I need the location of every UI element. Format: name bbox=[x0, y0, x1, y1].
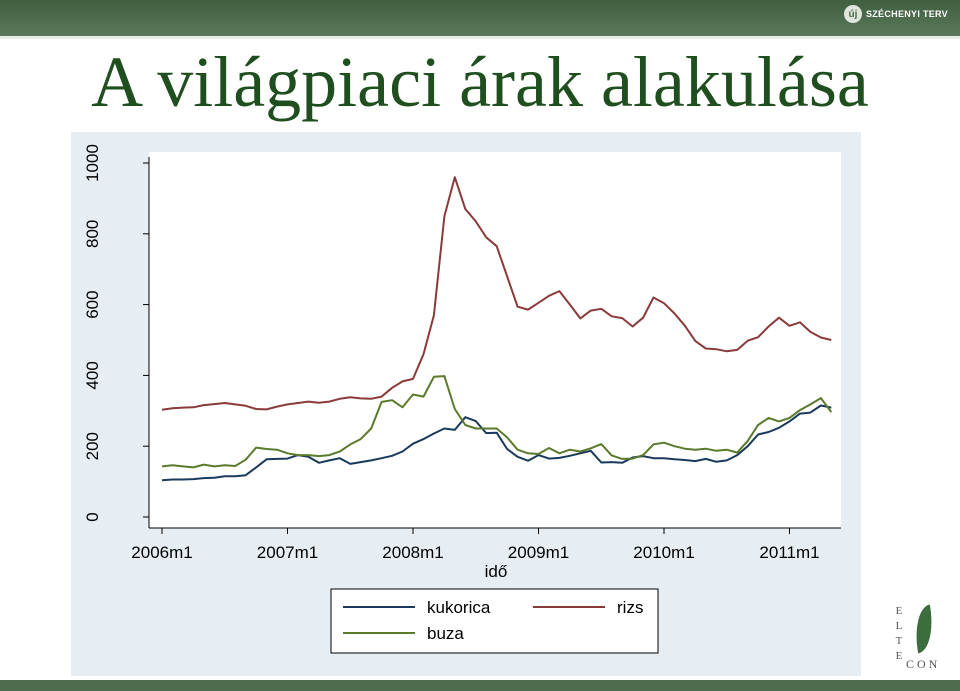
elte-letter: L bbox=[895, 620, 903, 632]
y-tick-label: 400 bbox=[83, 361, 102, 389]
top-banner bbox=[0, 0, 960, 36]
line-chart: 0 200 400 600 800 1000 2006m1 2007m1 2008m1 2009m… bbox=[83, 144, 841, 654]
series-line-rizs bbox=[161, 176, 832, 411]
plot-area bbox=[149, 152, 841, 528]
legend-label-rizs: rizs bbox=[617, 598, 643, 617]
x-tick-label: 2010m1 bbox=[633, 543, 694, 562]
elte-letter: T bbox=[895, 635, 903, 647]
szechenyi-terv-logo-text: SZÉCHENYI TERV bbox=[865, 9, 948, 19]
x-tick-label: 2008m1 bbox=[382, 543, 443, 562]
elte-letter: E bbox=[895, 650, 903, 662]
elte-econ-logo: E L T E CON bbox=[892, 604, 952, 676]
y-tick-label: 0 bbox=[83, 512, 102, 521]
slide-title: A világpiaci árak alakulása bbox=[91, 42, 869, 122]
y-tick-label: 800 bbox=[83, 220, 102, 248]
top-divider bbox=[0, 36, 960, 39]
leaf-icon bbox=[910, 604, 938, 654]
bottom-banner bbox=[0, 680, 960, 691]
x-tick-label: 2007m1 bbox=[257, 543, 318, 562]
legend-label-buza: buza bbox=[427, 624, 464, 643]
x-tick-label: 2009m1 bbox=[508, 543, 569, 562]
szechenyi-terv-logo: új SZÉCHENYI TERV bbox=[843, 2, 948, 26]
series-line-kukorica bbox=[161, 404, 832, 482]
y-tick-label: 200 bbox=[83, 432, 102, 460]
elte-letter: E bbox=[895, 605, 903, 617]
y-tick-label: 1000 bbox=[83, 144, 102, 182]
legend-box bbox=[330, 588, 659, 654]
econ-text: CON bbox=[906, 657, 941, 671]
y-tick-label: 600 bbox=[83, 290, 102, 318]
x-tick-label: 2011m1 bbox=[759, 543, 819, 562]
legend-label-kukorica: kukorica bbox=[427, 598, 491, 617]
x-axis-title: idő bbox=[485, 562, 508, 581]
x-tick-label: 2006m1 bbox=[131, 543, 192, 562]
chart-panel: 0 200 400 600 800 1000 2006m1 2007m1 2008m1 2009m… bbox=[71, 132, 861, 676]
elte-letters: E L T E bbox=[892, 604, 906, 664]
location-pin-icon: új bbox=[843, 5, 862, 23]
series-line-buza bbox=[161, 375, 833, 469]
